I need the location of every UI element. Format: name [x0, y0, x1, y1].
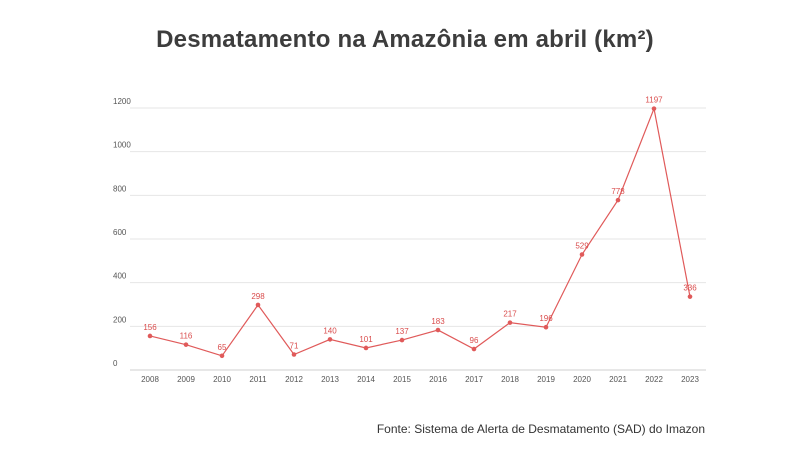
data-point: [363, 345, 369, 351]
data-label: 156: [143, 323, 157, 332]
data-point: [255, 302, 261, 308]
x-tick-label: 2019: [537, 375, 555, 384]
data-point: [147, 333, 153, 339]
data-label: 336: [683, 284, 697, 293]
data-label: 196: [539, 314, 553, 323]
x-tick-label: 2016: [429, 375, 447, 384]
x-tick-label: 2020: [573, 375, 591, 384]
data-point: [651, 106, 657, 111]
y-tick-label: 1000: [113, 141, 131, 150]
y-tick-label: 1200: [113, 97, 131, 106]
x-tick-label: 2009: [177, 375, 195, 384]
data-point: [615, 197, 621, 203]
x-tick-label: 2023: [681, 375, 699, 384]
x-tick-label: 2017: [465, 375, 483, 384]
x-tick-label: 2008: [141, 375, 159, 384]
data-label: 140: [323, 326, 337, 335]
data-label: 1197: [645, 96, 663, 105]
y-tick-label: 200: [113, 315, 127, 324]
source-note: Fonte: Sistema de Alerta de Desmatamento…: [376, 422, 705, 436]
x-tick-label: 2014: [357, 375, 375, 384]
data-label: 137: [395, 327, 409, 336]
x-tick-label: 2012: [285, 375, 303, 384]
x-tick-label: 2021: [609, 375, 627, 384]
y-tick-label: 800: [113, 184, 127, 193]
chart-title: Desmatamento na Amazônia em abril (km²): [156, 26, 654, 53]
data-point: [399, 337, 405, 343]
data-label: 101: [359, 335, 373, 344]
data-point: [435, 327, 441, 333]
data-point: [543, 324, 549, 330]
data-point: [579, 252, 585, 257]
x-tick-label: 2022: [645, 375, 663, 384]
y-tick-label: 600: [113, 228, 127, 237]
data-label: 529: [575, 242, 589, 251]
data-point: [507, 320, 513, 325]
data-label: 116: [180, 332, 193, 341]
series-line: [149, 106, 691, 357]
x-tick-label: 2015: [393, 375, 411, 384]
x-tick-label: 2010: [213, 375, 231, 384]
data-point: [687, 294, 693, 299]
data-point: [471, 346, 477, 352]
data-label: 217: [503, 310, 517, 319]
data-label: 65: [218, 343, 227, 352]
data-label: 71: [290, 341, 299, 350]
x-tick-label: 2018: [501, 375, 519, 384]
data-point: [183, 342, 189, 347]
data-point: [291, 352, 297, 357]
data-label: 778: [611, 187, 625, 196]
data-label: 96: [470, 336, 479, 345]
data-label: 183: [431, 317, 445, 326]
x-tick-label: 2013: [321, 375, 339, 384]
y-tick-label: 400: [113, 272, 127, 281]
data-point: [327, 337, 333, 342]
data-label: 298: [251, 292, 265, 301]
data-point: [219, 353, 225, 359]
x-tick-label: 2011: [249, 375, 267, 384]
y-tick-label: 0: [113, 359, 118, 368]
